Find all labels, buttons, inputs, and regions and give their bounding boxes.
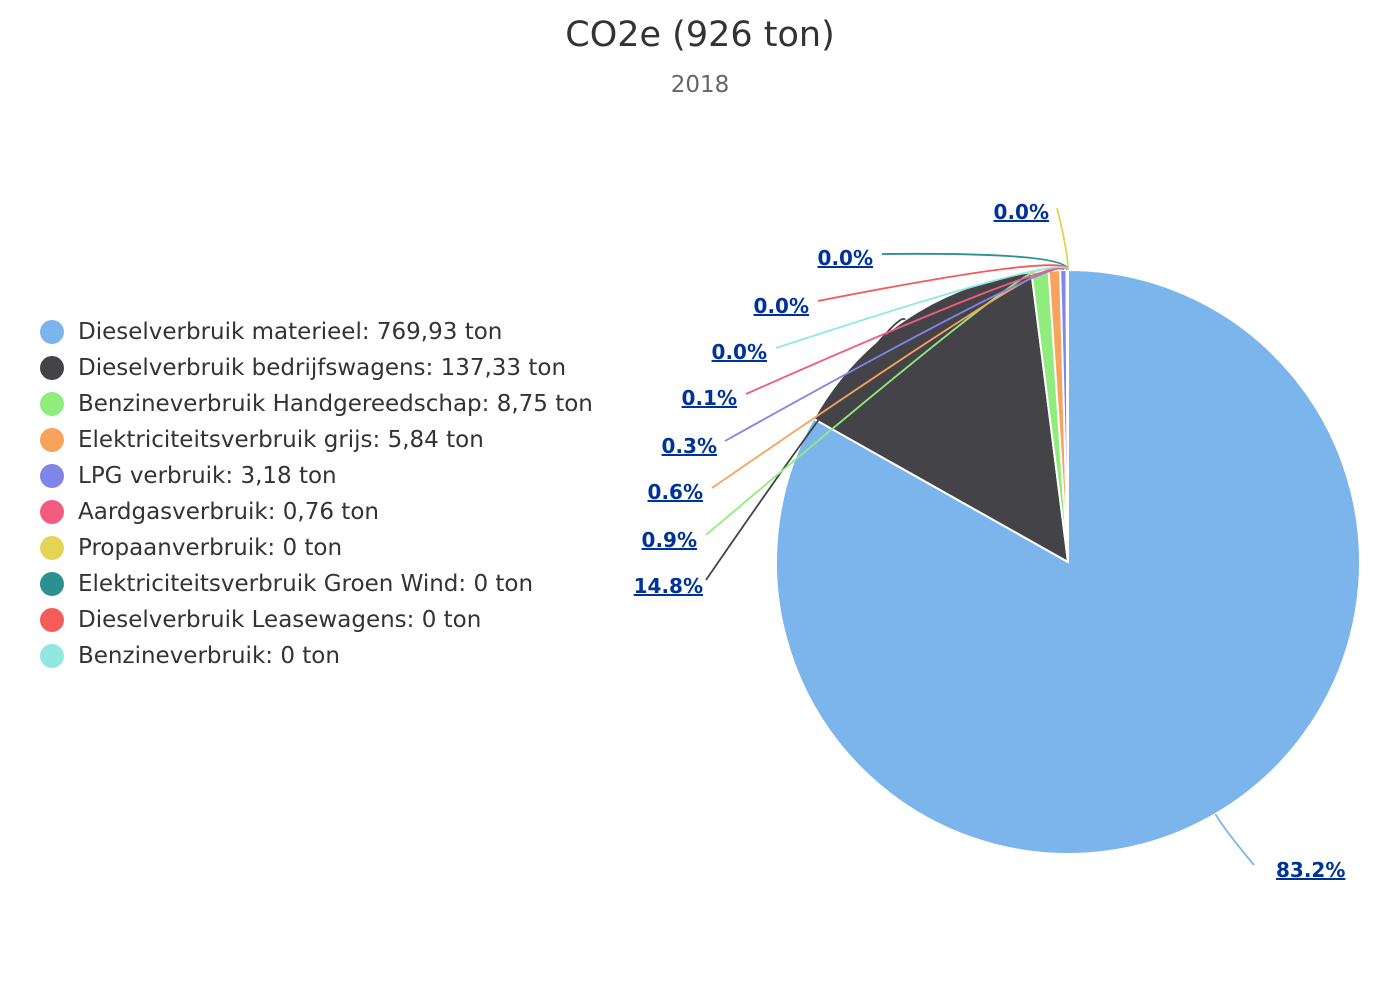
connector-dieselverbruik-bedrijfswagens bbox=[705, 317, 906, 581]
legend-label-benzineverbruik-handgereedschap: Benzineverbruik Handgereedschap: 8,75 to… bbox=[78, 391, 593, 417]
chart-title: CO2e (926 ton) bbox=[565, 15, 835, 55]
legend-label-propaanverbruik: Propaanverbruik: 0 ton bbox=[78, 535, 343, 561]
legend-item-aardgasverbruik[interactable]: Aardgasverbruik: 0,76 ton bbox=[40, 494, 640, 530]
legend-label-dieselverbruik-materieel: Dieselverbruik materieel: 769,93 ton bbox=[78, 319, 503, 345]
legend-label-dieselverbruik-bedrijfswagens: Dieselverbruik bedrijfswagens: 137,33 to… bbox=[78, 355, 567, 381]
legend-item-dieselverbruik-leasewagens[interactable]: Dieselverbruik Leasewagens: 0 ton bbox=[40, 602, 640, 638]
data-label-dieselverbruik-materieel[interactable]: 83.2% bbox=[1276, 858, 1345, 882]
connector-propaanverbruik bbox=[1056, 207, 1069, 271]
legend-swatch-lpg-verbruik bbox=[40, 464, 64, 488]
legend-label-elektriciteitsverbruik-grijs: Elektriciteitsverbruik grijs: 5,84 ton bbox=[78, 427, 484, 453]
data-label-elektriciteitsverbruik-grijs[interactable]: 0.6% bbox=[648, 480, 703, 504]
legend-item-benzineverbruik-handgereedschap[interactable]: Benzineverbruik Handgereedschap: 8,75 to… bbox=[40, 386, 640, 422]
legend-item-elektriciteitsverbruik-groen-wind[interactable]: Elektriciteitsverbruik Groen Wind: 0 ton bbox=[40, 566, 640, 602]
legend-item-elektriciteitsverbruik-grijs[interactable]: Elektriciteitsverbruik grijs: 5,84 ton bbox=[40, 422, 640, 458]
chart-legend: Dieselverbruik materieel: 769,93 ton Die… bbox=[40, 314, 640, 674]
legend-swatch-benzineverbruik-handgereedschap bbox=[40, 392, 64, 416]
data-label-benzineverbruik-handgereedschap[interactable]: 0.9% bbox=[642, 528, 697, 552]
data-label-dieselverbruik-leasewagens[interactable]: 0.0% bbox=[754, 294, 809, 318]
chart-subtitle: 2018 bbox=[670, 72, 730, 98]
legend-swatch-elektriciteitsverbruik-grijs bbox=[40, 428, 64, 452]
legend-swatch-propaanverbruik bbox=[40, 536, 64, 560]
data-label-benzineverbruik[interactable]: 0.0% bbox=[712, 340, 767, 364]
legend-swatch-dieselverbruik-leasewagens bbox=[40, 608, 64, 632]
legend-swatch-dieselverbruik-bedrijfswagens bbox=[40, 356, 64, 380]
legend-swatch-benzineverbruik bbox=[40, 644, 64, 668]
legend-label-elektriciteitsverbruik-groen-wind: Elektriciteitsverbruik Groen Wind: 0 ton bbox=[78, 571, 534, 597]
legend-label-benzineverbruik: Benzineverbruik: 0 ton bbox=[78, 643, 340, 669]
connector-aardgasverbruik bbox=[745, 267, 1069, 395]
connector-dieselverbruik-materieel bbox=[1214, 813, 1255, 866]
data-label-dieselverbruik-bedrijfswagens[interactable]: 14.8% bbox=[634, 574, 703, 598]
pie-slices bbox=[775, 269, 1361, 855]
data-label-elektriciteitsverbruik-groen-wind[interactable]: 0.0% bbox=[818, 246, 873, 270]
legend-swatch-dieselverbruik-materieel bbox=[40, 320, 64, 344]
legend-label-lpg-verbruik: LPG verbruik: 3,18 ton bbox=[78, 463, 337, 489]
legend-item-dieselverbruik-bedrijfswagens[interactable]: Dieselverbruik bedrijfswagens: 137,33 to… bbox=[40, 350, 640, 386]
data-label-propaanverbruik[interactable]: 0.0% bbox=[994, 200, 1049, 224]
legend-item-lpg-verbruik[interactable]: LPG verbruik: 3,18 ton bbox=[40, 458, 640, 494]
legend-swatch-elektriciteitsverbruik-groen-wind bbox=[40, 572, 64, 596]
connector-elektriciteitsverbruik-groen-wind bbox=[881, 252, 1069, 271]
legend-swatch-aardgasverbruik bbox=[40, 500, 64, 524]
data-label-aardgasverbruik[interactable]: 0.1% bbox=[682, 386, 737, 410]
data-label-lpg-verbruik[interactable]: 0.3% bbox=[662, 434, 717, 458]
legend-label-dieselverbruik-leasewagens: Dieselverbruik Leasewagens: 0 ton bbox=[78, 607, 482, 633]
legend-item-benzineverbruik[interactable]: Benzineverbruik: 0 ton bbox=[40, 638, 640, 674]
connector-benzineverbruik bbox=[775, 266, 1069, 349]
data-labels: 83.2% 14.8% 0.9% 0.6% 0.3% 0.1% 0.0% 0.0% 0.0% 0.… bbox=[634, 200, 1346, 882]
legend-label-aardgasverbruik: Aardgasverbruik: 0,76 ton bbox=[78, 499, 379, 525]
legend-item-dieselverbruik-materieel[interactable]: Dieselverbruik materieel: 769,93 ton bbox=[40, 314, 640, 350]
legend-item-propaanverbruik[interactable]: Propaanverbruik: 0 ton bbox=[40, 530, 640, 566]
